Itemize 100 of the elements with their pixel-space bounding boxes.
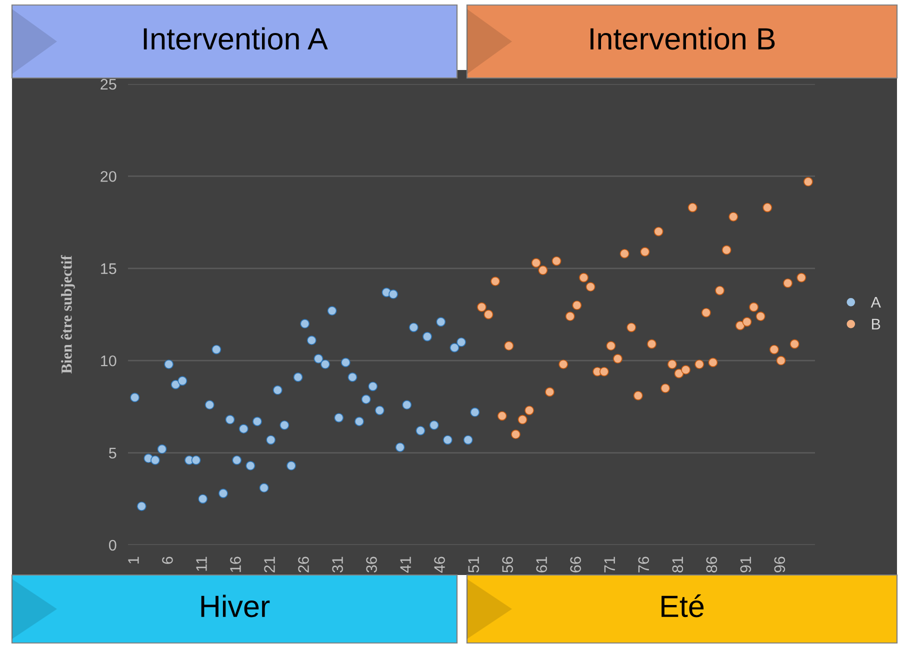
x-tick-label: 36 — [366, 556, 377, 573]
x-tick-label: 81 — [672, 556, 684, 572]
point — [552, 256, 562, 266]
point — [157, 444, 167, 454]
point — [579, 272, 588, 282]
point — [633, 390, 643, 400]
point — [640, 247, 650, 257]
point — [388, 290, 398, 299]
point — [504, 341, 514, 351]
point — [545, 387, 554, 397]
point — [348, 372, 358, 382]
point — [429, 420, 439, 430]
point — [484, 310, 494, 320]
point — [272, 385, 282, 395]
text: Hiver — [201, 594, 270, 618]
point — [170, 380, 180, 390]
y-axis-title: Bien être subjectif — [60, 255, 75, 374]
point — [620, 248, 630, 258]
y-tick-label: 5 — [109, 448, 116, 458]
point — [626, 322, 636, 332]
x-tick-label: 91 — [740, 556, 752, 572]
point — [320, 360, 330, 369]
point — [606, 341, 616, 351]
x-tick-label: 26 — [298, 556, 309, 572]
point — [463, 435, 473, 445]
point — [136, 502, 146, 511]
point — [150, 455, 160, 465]
point — [756, 312, 766, 322]
point — [368, 382, 378, 392]
y-tick-label: 10 — [101, 355, 116, 366]
point — [416, 426, 426, 436]
x-tick-label: 46 — [434, 556, 445, 573]
point — [783, 278, 792, 288]
point — [701, 308, 711, 318]
x-tick-label: 1 — [128, 556, 139, 564]
x-tick-label: 21 — [264, 556, 275, 572]
point — [511, 430, 520, 440]
point — [293, 372, 303, 382]
point — [470, 408, 480, 417]
legend-label: A — [870, 297, 881, 308]
point — [776, 356, 786, 366]
x-tick-label: 31 — [332, 556, 343, 573]
point — [178, 376, 188, 386]
text: Intervention B — [590, 27, 775, 50]
y-tick-label: 0 — [108, 540, 116, 551]
point — [681, 365, 690, 375]
point — [130, 392, 140, 402]
point — [613, 354, 622, 364]
x-tick-label: 6 — [162, 556, 173, 564]
x-tick-label: 16 — [230, 556, 241, 572]
point — [450, 342, 460, 352]
point — [354, 416, 364, 426]
point — [708, 358, 718, 368]
point — [374, 406, 384, 416]
point — [361, 394, 371, 404]
point — [796, 272, 806, 282]
point — [280, 420, 290, 430]
point — [497, 411, 507, 421]
x-tick-label: 56 — [502, 556, 514, 572]
point — [728, 212, 738, 222]
legend-label: B — [872, 318, 880, 330]
x-tick-label: 41 — [400, 556, 411, 573]
point — [212, 344, 222, 354]
point — [647, 339, 656, 349]
text: Eté — [662, 594, 704, 618]
x-tick-label: 96 — [774, 556, 786, 572]
point — [436, 317, 446, 327]
point — [531, 258, 541, 268]
point — [246, 461, 256, 470]
point — [456, 337, 466, 347]
point — [599, 366, 609, 376]
point — [804, 177, 813, 186]
point — [191, 455, 201, 465]
point — [762, 202, 772, 212]
point — [572, 300, 582, 310]
point — [538, 266, 548, 275]
point — [518, 414, 528, 424]
point — [660, 384, 670, 393]
point — [218, 488, 228, 498]
point — [204, 400, 214, 410]
point — [694, 360, 704, 369]
point — [408, 322, 418, 332]
point — [722, 245, 732, 255]
point — [558, 360, 568, 369]
point — [769, 344, 779, 354]
y-tick-label: 25 — [100, 78, 116, 90]
x-tick-label: 66 — [570, 556, 582, 572]
point — [749, 302, 758, 312]
point — [286, 461, 296, 470]
point — [314, 354, 324, 364]
x-tick-label: 61 — [536, 556, 548, 572]
point — [442, 435, 452, 445]
point — [735, 320, 745, 330]
point — [477, 302, 486, 312]
point — [300, 319, 310, 328]
point — [422, 332, 432, 342]
y-tick-label: 20 — [100, 171, 116, 182]
point — [654, 226, 664, 236]
text: Intervention A — [144, 27, 328, 50]
point — [238, 424, 248, 434]
